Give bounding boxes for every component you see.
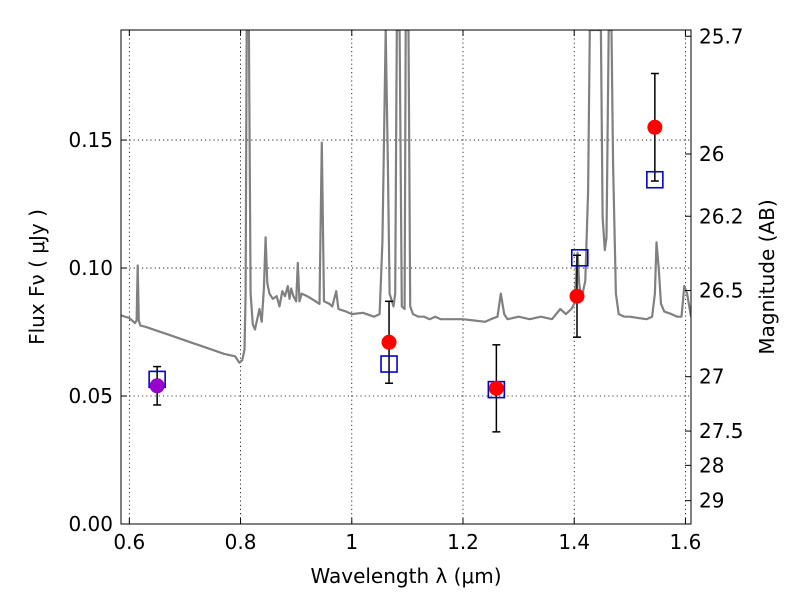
x-tick-label: 1.4 [558, 530, 590, 554]
y-tick-label: 0.10 [68, 256, 113, 280]
y2-tick-label: 26.5 [699, 279, 744, 303]
y-tick-label: 0.00 [68, 512, 113, 536]
y-tick-label: 0.05 [68, 384, 113, 408]
model-spectrum-line [121, 30, 691, 364]
y2-axis-title: Magnitude (AB) [755, 199, 779, 354]
x-tick-label: 0.6 [113, 530, 145, 554]
x-axis-title: Wavelength λ (μm) [310, 564, 501, 588]
y2-tick-label: 27 [699, 365, 724, 389]
y2-tick-label: 26 [699, 142, 724, 166]
data-marks [148, 72, 664, 433]
model-square-marker [380, 355, 398, 373]
axis-ticks: 0.6 0.8 1 1.2 1.4 1.6 0.00 0.05 0.10 0.15 25.7 26 26… [68, 24, 743, 554]
measured-point-marker [381, 334, 397, 350]
measured-point-marker [488, 380, 504, 396]
plot-area [121, 30, 691, 433]
y2-tick-label: 29 [699, 489, 724, 513]
y-axis-title: Flux Fν ( μJy ) [25, 209, 49, 345]
x-tick-label: 1.2 [447, 530, 479, 554]
x-tick-label: 0.8 [225, 530, 257, 554]
model-square-marker [646, 170, 664, 189]
y2-tick-label: 28 [699, 453, 724, 477]
y2-tick-label: 26.2 [699, 204, 744, 228]
model-square-marker [570, 249, 589, 267]
x-tick-label: 1.6 [670, 530, 702, 554]
y2-tick-label: 27.5 [699, 419, 744, 443]
measured-point-marker [149, 378, 165, 394]
measured-point-marker [647, 119, 663, 135]
y-tick-label: 0.15 [68, 128, 113, 152]
measured-point-marker [569, 288, 585, 304]
plot-frame [120, 29, 692, 525]
x-tick-label: 1 [345, 530, 358, 554]
y2-tick-label: 25.7 [699, 24, 744, 48]
